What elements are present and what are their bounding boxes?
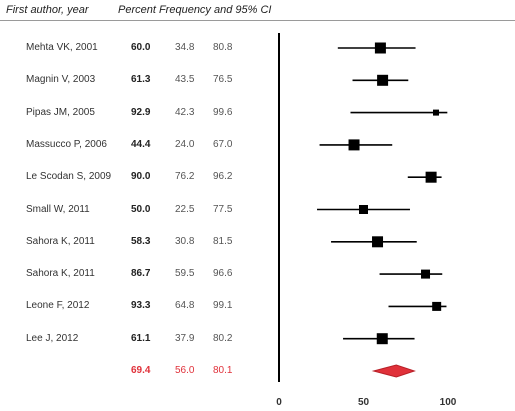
pooled-diamond bbox=[371, 364, 416, 378]
study-estimate: 58.3 bbox=[131, 235, 151, 247]
study-ci-lower: 59.5 bbox=[175, 268, 195, 280]
study-author: Sahora K, 2011 bbox=[26, 268, 95, 280]
study-ci-lower: 37.9 bbox=[175, 332, 195, 344]
study-estimate: 86.7 bbox=[131, 268, 151, 280]
study-ci-lower: 24.0 bbox=[175, 138, 195, 150]
study-author: Le Scodan S, 2009 bbox=[26, 171, 112, 183]
study-author: Small W, 2011 bbox=[26, 203, 90, 215]
study-ci-lower: 43.5 bbox=[175, 74, 195, 86]
point-estimate-marker bbox=[376, 333, 388, 345]
study-estimate: 93.3 bbox=[131, 300, 151, 312]
point-estimate-marker bbox=[432, 301, 442, 311]
study-author: Mehta VK, 2001 bbox=[26, 42, 98, 53]
study-author: Pipas JM, 2005 bbox=[26, 106, 95, 118]
point-estimate-marker bbox=[425, 171, 437, 183]
point-estimate-marker bbox=[421, 269, 431, 279]
percent-column-header: Percent Frequency and 95% CI bbox=[118, 4, 272, 16]
study-estimate: 61.3 bbox=[131, 74, 151, 86]
study-ci-lower: 64.8 bbox=[175, 300, 195, 312]
point-estimate-marker bbox=[359, 205, 368, 214]
study-author: Sahora K, 2011 bbox=[26, 235, 95, 247]
study-estimate: 90.0 bbox=[131, 171, 151, 183]
study-ci-lower: 76.2 bbox=[175, 171, 195, 183]
study-ci-upper: 67.0 bbox=[213, 138, 233, 150]
study-estimate: 44.4 bbox=[131, 138, 151, 150]
x-tick-label: 0 bbox=[276, 397, 282, 408]
author-column-header: First author, year bbox=[6, 4, 89, 16]
study-estimate: 92.9 bbox=[131, 106, 151, 118]
study-estimate: 50.0 bbox=[131, 203, 151, 215]
study-ci-upper: 99.1 bbox=[213, 300, 233, 312]
study-ci-lower: 22.5 bbox=[175, 203, 195, 215]
pooled-ci-upper: 80.1 bbox=[213, 365, 233, 376]
header-divider bbox=[0, 20, 515, 21]
pooled-estimate: 69.4 bbox=[131, 365, 151, 376]
study-author: Magnin V, 2003 bbox=[26, 74, 96, 86]
study-estimate: 61.1 bbox=[131, 332, 151, 344]
study-ci-upper: 96.2 bbox=[213, 171, 233, 183]
study-ci-upper: 80.8 bbox=[213, 42, 233, 53]
pooled-ci-lower: 56.0 bbox=[175, 365, 195, 376]
study-ci-upper: 77.5 bbox=[213, 203, 233, 215]
study-author: Lee J, 2012 bbox=[26, 332, 79, 344]
point-estimate-marker bbox=[374, 42, 386, 54]
study-ci-upper: 81.5 bbox=[213, 235, 233, 247]
point-estimate-marker bbox=[433, 109, 440, 116]
study-table: Mehta VK, 2001 60.0 34.8 80.8 Magnin V, 2003… bbox=[26, 42, 233, 376]
study-author: Massucco P, 2006 bbox=[26, 138, 107, 150]
study-ci-lower: 30.8 bbox=[175, 235, 195, 247]
study-ci-lower: 34.8 bbox=[175, 42, 195, 53]
study-ci-upper: 96.6 bbox=[213, 268, 233, 280]
point-estimate-marker bbox=[372, 236, 384, 248]
study-author: Leone F, 2012 bbox=[26, 300, 90, 312]
study-estimate: 60.0 bbox=[131, 42, 151, 53]
study-ci-upper: 99.6 bbox=[213, 106, 233, 118]
point-estimate-marker bbox=[348, 139, 360, 151]
study-ci-lower: 42.3 bbox=[175, 106, 195, 118]
x-tick-label: 100 bbox=[439, 397, 457, 408]
point-estimate-marker bbox=[377, 74, 389, 86]
study-ci-upper: 76.5 bbox=[213, 74, 233, 86]
study-ci-upper: 80.2 bbox=[213, 332, 233, 344]
x-tick-label: 50 bbox=[357, 397, 370, 408]
